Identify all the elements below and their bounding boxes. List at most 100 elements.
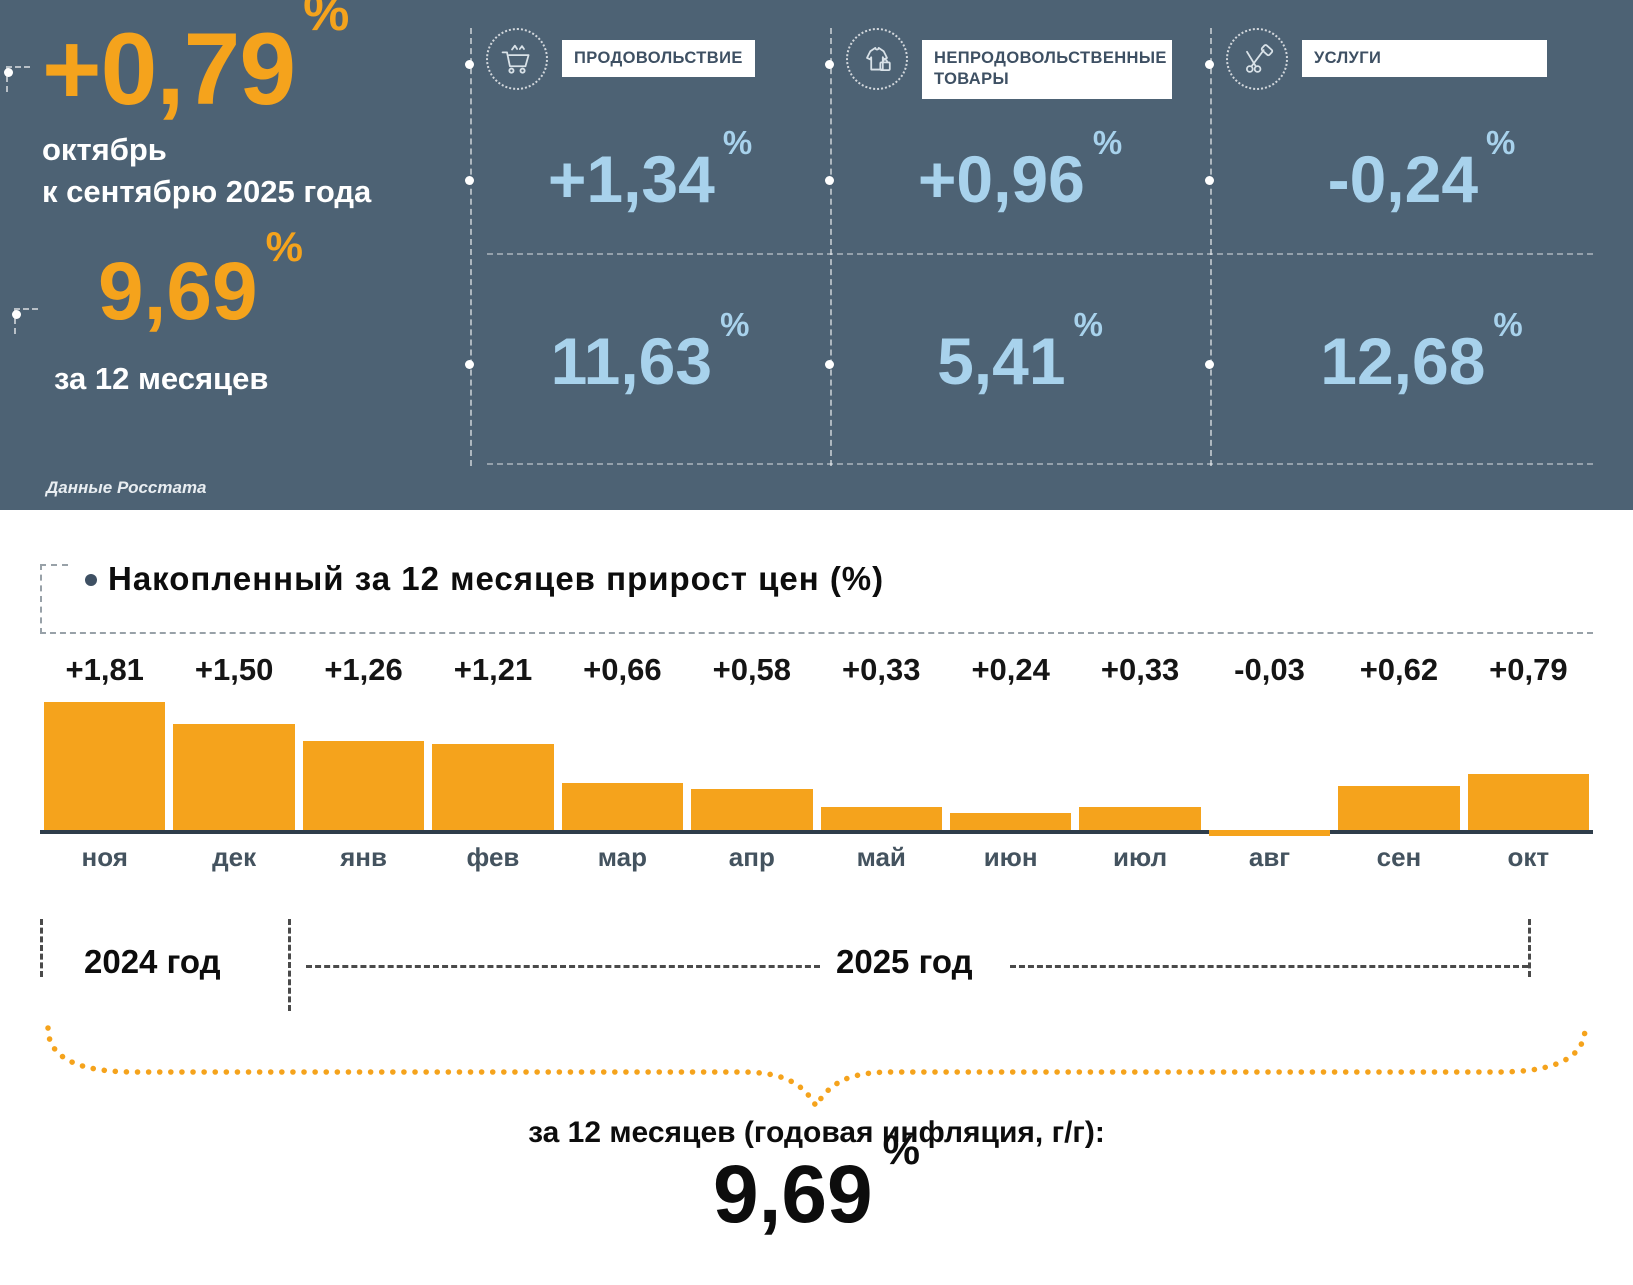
- category-food: ПРОДОВОЛЬСТВИЕ +1,34% 11,63%: [470, 0, 830, 510]
- month-label: янв: [340, 842, 387, 872]
- row-divider: [487, 463, 1593, 465]
- percent-sign: %: [303, 0, 349, 42]
- monthly-inflation-value: +0,79%: [42, 0, 472, 123]
- percent-sign: %: [1486, 124, 1516, 162]
- category-nonfood: НЕПРОДОВОЛЬСТВЕННЫЕ ТОВАРЫ +0,96% 5,41%: [830, 0, 1210, 510]
- percent-sign: %: [1493, 306, 1523, 344]
- chart-title: Накопленный за 12 месяцев прирост цен (%…: [108, 560, 885, 597]
- bar-мар: [561, 783, 684, 830]
- value-text: +0,79: [42, 12, 296, 126]
- bar-value-label: +0,33: [842, 652, 921, 687]
- category-services: УСЛУГИ -0,24% 12,68%: [1210, 0, 1633, 510]
- bar-value-label: -0,03: [1234, 652, 1305, 687]
- bar-value-label: +1,81: [65, 652, 144, 687]
- cart-icon: [486, 28, 548, 90]
- summary-panel: +0,79% октябрь к сентябрю 2025 года 9,69…: [0, 0, 1633, 510]
- category-food-header: ПРОДОВОЛЬСТВИЕ: [486, 28, 830, 90]
- column-divider: [1210, 28, 1212, 466]
- corner-marker: [14, 308, 38, 334]
- month-label: мар: [597, 842, 648, 872]
- connector-dot: [465, 176, 474, 185]
- annual-inflation-value: 9,69%: [98, 225, 472, 335]
- bar-сен: [1338, 786, 1460, 830]
- annual-total-caption: за 12 месяцев (годовая инфляция, г/г):: [528, 1116, 1105, 1149]
- bar-value-label: +0,24: [971, 652, 1050, 687]
- bar-value-label: +1,21: [453, 652, 533, 687]
- connector-dot: [4, 68, 13, 77]
- bar-column-мар: [558, 702, 687, 830]
- category-label: НЕПРОДОВОЛЬСТВЕННЫЕ ТОВАРЫ: [922, 40, 1172, 99]
- category-nonfood-header: НЕПРОДОВОЛЬСТВЕННЫЕ ТОВАРЫ: [846, 28, 1210, 99]
- bullet-dot: [85, 574, 97, 586]
- scissors-comb-icon: [1226, 28, 1288, 90]
- row-divider: [487, 253, 1593, 255]
- month-label: ноя: [81, 842, 128, 872]
- bar-окт: [1467, 774, 1590, 830]
- year-tick: [288, 919, 291, 1011]
- percent-sign: %: [882, 1126, 920, 1174]
- column-divider: [470, 28, 472, 466]
- column-divider: [830, 28, 832, 466]
- food-monthly-value: +1,34%: [470, 126, 830, 212]
- value-text: 9,69: [713, 1149, 873, 1240]
- bar-июн: [949, 813, 1072, 830]
- bar-ноя: [44, 702, 166, 830]
- nonfood-annual-value: 5,41%: [830, 308, 1210, 394]
- bar-май: [820, 807, 942, 830]
- monthly-inflation-caption: октябрь к сентябрю 2025 года: [42, 129, 472, 213]
- bar-column-июн: [946, 702, 1075, 830]
- connector-dot: [465, 360, 474, 369]
- month-label: окт: [1507, 842, 1550, 872]
- bar-value-label: +1,50: [194, 652, 274, 687]
- bar-column-апр: [687, 702, 816, 830]
- month-label: фев: [466, 842, 520, 872]
- bar-дек: [173, 724, 295, 830]
- connector-dot: [825, 360, 834, 369]
- bar-column-сен: [1334, 702, 1463, 830]
- month-label: май: [856, 842, 906, 872]
- connector-dot: [825, 176, 834, 185]
- value-text: +1,34: [547, 142, 715, 216]
- bar-column-ноя: [40, 702, 169, 830]
- month-label: авг: [1248, 842, 1291, 872]
- year-dashed-line: [1010, 965, 1528, 968]
- value-text: 12,68: [1320, 324, 1486, 398]
- annual-inflation-caption: за 12 месяцев: [54, 360, 269, 396]
- nonfood-monthly-value: +0,96%: [830, 126, 1210, 212]
- value-text: 11,63: [550, 324, 713, 398]
- month-label: июл: [1113, 842, 1168, 872]
- bar-column-окт: [1464, 702, 1593, 830]
- connector-dot: [1205, 360, 1214, 369]
- connector-dot: [12, 310, 21, 319]
- bar-column-дек: [169, 702, 298, 830]
- bar-column-фев: [428, 702, 557, 830]
- percent-sign: %: [722, 124, 753, 162]
- corner-marker: [6, 66, 30, 92]
- bar-value-label: +0,66: [583, 652, 662, 687]
- bar-апр: [691, 789, 813, 830]
- bar-chart: [40, 702, 1593, 836]
- year-2025-label: 2025 год: [836, 943, 973, 980]
- food-annual-value: 11,63%: [470, 308, 830, 394]
- services-monthly-value: -0,24%: [1210, 126, 1633, 212]
- value-text: -0,24: [1327, 142, 1479, 216]
- caption-line: октябрь: [42, 132, 167, 168]
- percent-sign: %: [265, 223, 303, 271]
- bar-value-labels: +1,81 +1,50 +1,26 +1,21 +0,66 +0,58 +0,33 +0,24…: [40, 652, 1593, 688]
- bar-column-май: [817, 702, 946, 830]
- month-labels: ноя дек янв фев мар апр май июн июл авг сен окт: [40, 842, 1593, 873]
- chart-section: Накопленный за 12 месяцев прирост цен (%…: [0, 556, 1633, 1236]
- percent-sign: %: [720, 306, 750, 344]
- percent-sign: %: [1073, 306, 1103, 344]
- connector-dot: [825, 60, 834, 69]
- connector-dot: [1205, 176, 1214, 185]
- month-label: июн: [983, 842, 1038, 872]
- bar-value-label: +0,58: [712, 652, 792, 687]
- year-2024-label: 2024 год: [84, 943, 221, 980]
- overall-inflation-block: +0,79% октябрь к сентябрю 2025 года 9,69…: [42, 0, 472, 510]
- bar-column-июл: [1075, 702, 1204, 830]
- month-label: сен: [1376, 842, 1422, 872]
- year-brackets: 2024 год 2025 год: [40, 919, 1593, 1014]
- source-note: Данные Росстата: [46, 478, 207, 497]
